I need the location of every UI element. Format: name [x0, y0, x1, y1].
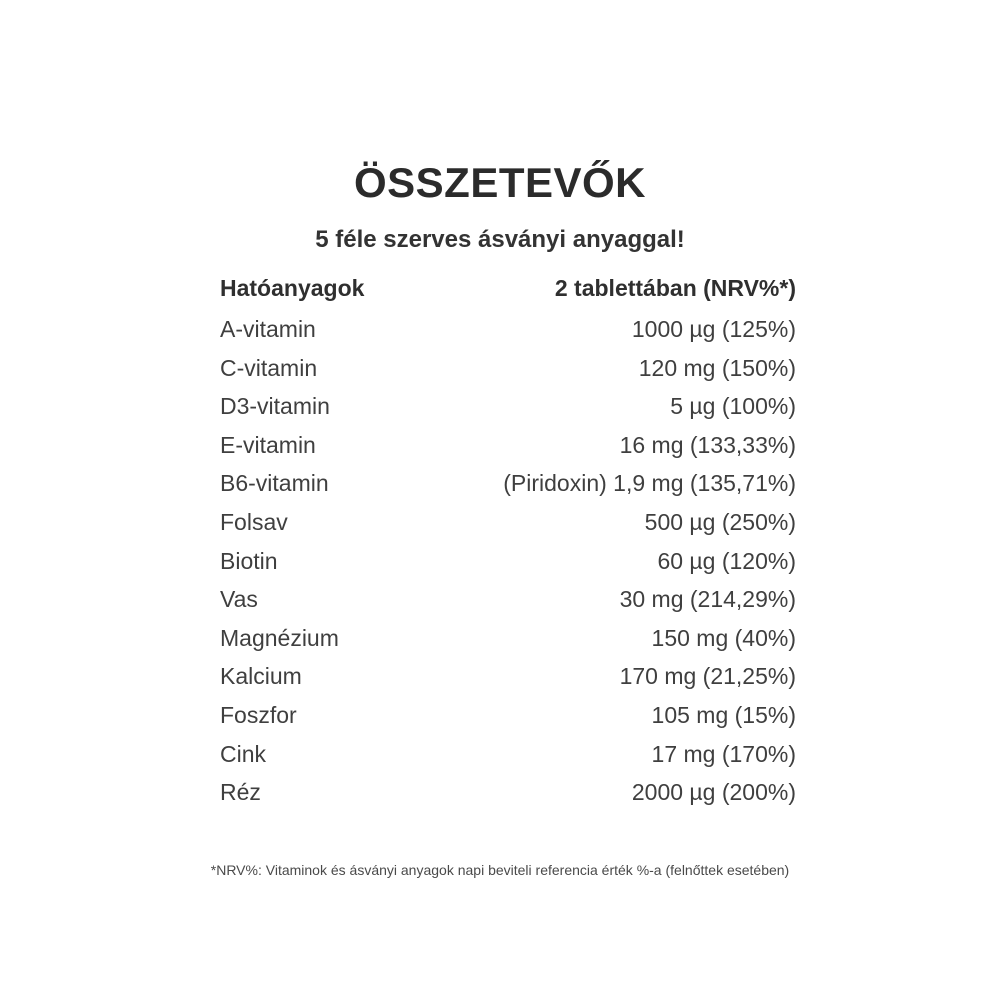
table-row: Foszfor 105 mg (15%)	[220, 702, 796, 741]
ingredient-amount: 5 µg (100%)	[670, 393, 796, 420]
table-row: B6-vitamin (Piridoxin) 1,9 mg (135,71%)	[220, 470, 796, 509]
ingredient-amount: 60 µg (120%)	[657, 547, 796, 574]
ingredient-amount: 16 mg (133,33%)	[619, 431, 796, 458]
table-header-row: Hatóanyagok 2 tablettában (NRV%*)	[220, 275, 796, 316]
table-row: E-vitamin 16 mg (133,33%)	[220, 432, 796, 471]
table-row: Cink 17 mg (170%)	[220, 741, 796, 780]
ingredient-name: Magnézium	[220, 624, 339, 651]
ingredient-amount: 500 µg (250%)	[644, 508, 796, 535]
ingredients-table: Hatóanyagok 2 tablettában (NRV%*) A-vita…	[220, 275, 796, 818]
ingredient-name: D3-vitamin	[220, 393, 330, 420]
table-row: Folsav 500 µg (250%)	[220, 509, 796, 548]
ingredient-name: Vas	[220, 586, 258, 613]
ingredient-amount: 17 mg (170%)	[651, 740, 796, 767]
ingredient-amount: 170 mg (21,25%)	[619, 663, 796, 690]
nrv-footnote: *NRV%: Vitaminok és ásványi anyagok napi…	[210, 862, 790, 878]
ingredient-name: Kalcium	[220, 663, 302, 690]
ingredient-name: Cink	[220, 740, 267, 767]
ingredient-amount: 2000 µg (200%)	[631, 779, 796, 806]
ingredient-amount: 120 mg (150%)	[638, 354, 796, 381]
ingredient-amount: 105 mg (15%)	[651, 701, 796, 728]
table-row: C-vitamin 120 mg (150%)	[220, 355, 796, 394]
ingredient-amount: 150 mg (40%)	[651, 624, 796, 651]
table-row: D3-vitamin 5 µg (100%)	[220, 393, 796, 432]
column-header-value: 2 tablettában (NRV%*)	[554, 275, 796, 301]
table-row: Biotin 60 µg (120%)	[220, 548, 796, 587]
ingredient-amount: 1000 µg (125%)	[631, 316, 796, 342]
ingredient-amount: 30 mg (214,29%)	[619, 586, 796, 613]
table-row: Kalcium 170 mg (21,25%)	[220, 663, 796, 702]
ingredient-amount: (Piridoxin) 1,9 mg (135,71%)	[503, 470, 796, 497]
ingredient-name: Foszfor	[220, 701, 297, 728]
page-subtitle: 5 féle szerves ásványi anyaggal!	[315, 226, 685, 253]
ingredient-name: Folsav	[220, 508, 288, 535]
ingredient-name: E-vitamin	[220, 431, 316, 458]
table-row: Magnézium 150 mg (40%)	[220, 625, 796, 664]
column-header-name: Hatóanyagok	[220, 275, 365, 301]
ingredient-name: A-vitamin	[220, 316, 316, 342]
ingredient-name: B6-vitamin	[220, 470, 329, 497]
ingredient-name: C-vitamin	[220, 354, 318, 381]
page-title: ÖSSZETEVŐK	[353, 159, 647, 206]
ingredient-name: Biotin	[220, 547, 278, 574]
ingredient-name: Réz	[220, 779, 261, 806]
table-row: Réz 2000 µg (200%)	[220, 779, 796, 818]
table-row: Vas 30 mg (214,29%)	[220, 586, 796, 625]
table-row: A-vitamin 1000 µg (125%)	[220, 316, 796, 355]
